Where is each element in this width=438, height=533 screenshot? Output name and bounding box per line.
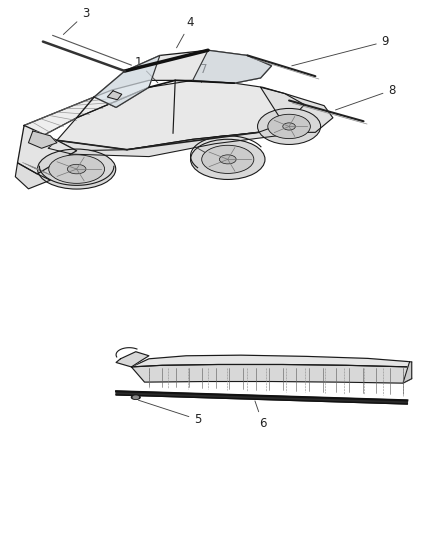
Polygon shape xyxy=(48,122,298,157)
Text: 3: 3 xyxy=(64,7,89,35)
Ellipse shape xyxy=(283,123,295,130)
Text: 7: 7 xyxy=(200,63,208,83)
Polygon shape xyxy=(116,352,149,367)
Polygon shape xyxy=(261,87,333,132)
Ellipse shape xyxy=(219,155,236,164)
Ellipse shape xyxy=(67,164,86,174)
Polygon shape xyxy=(403,362,412,383)
Polygon shape xyxy=(116,391,407,404)
Ellipse shape xyxy=(258,108,321,144)
Polygon shape xyxy=(94,55,160,108)
Polygon shape xyxy=(57,80,304,151)
Ellipse shape xyxy=(268,114,311,139)
Polygon shape xyxy=(193,50,272,83)
Ellipse shape xyxy=(38,149,116,189)
Text: 4: 4 xyxy=(177,16,194,48)
Polygon shape xyxy=(24,87,149,139)
Circle shape xyxy=(133,396,138,399)
Ellipse shape xyxy=(191,139,265,180)
Circle shape xyxy=(131,395,140,399)
Polygon shape xyxy=(131,355,412,367)
Ellipse shape xyxy=(49,155,105,183)
Text: 9: 9 xyxy=(292,35,389,66)
Polygon shape xyxy=(94,50,272,97)
Text: 8: 8 xyxy=(336,84,396,110)
Polygon shape xyxy=(15,163,50,189)
Text: 2: 2 xyxy=(195,147,234,173)
Polygon shape xyxy=(18,125,77,174)
Ellipse shape xyxy=(201,146,254,173)
Polygon shape xyxy=(131,365,412,383)
Text: 5: 5 xyxy=(138,400,201,426)
Polygon shape xyxy=(28,131,57,148)
Text: 6: 6 xyxy=(255,401,267,430)
Text: 1: 1 xyxy=(134,56,158,83)
Polygon shape xyxy=(107,91,122,100)
